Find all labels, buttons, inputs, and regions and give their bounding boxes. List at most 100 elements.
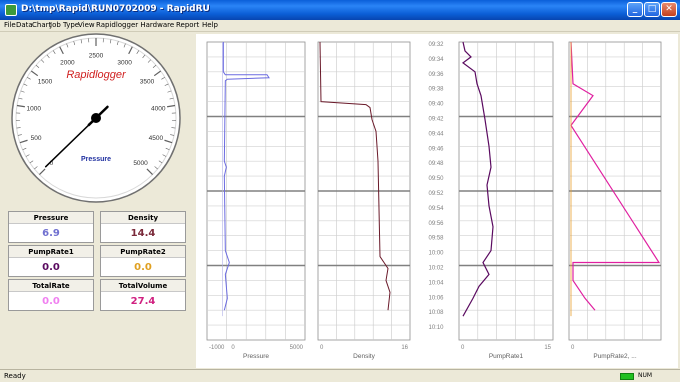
gauge-minor-tick	[109, 39, 112, 44]
gauge-minor-tick	[66, 43, 69, 48]
readout-value: 0.0	[134, 262, 152, 273]
gauge-minor-tick	[29, 160, 34, 164]
menu-data[interactable]: Data	[16, 21, 33, 29]
menu-help[interactable]: Help	[202, 21, 218, 29]
track-name-label: Density	[353, 353, 375, 360]
readout-pumprate1: PumpRate1 0.0	[8, 245, 94, 277]
track-max-label: 15	[544, 345, 551, 351]
readout-totalrate: TotalRate 0.0	[8, 279, 94, 311]
gauge-needle-tail	[44, 117, 97, 168]
gauge-minor-tick	[170, 134, 175, 136]
pumprate2-trace	[570, 41, 661, 311]
gauge-minor-tick	[52, 50, 56, 54]
time-axis-label: 09:48	[428, 161, 444, 167]
menu-chart[interactable]: Chart	[32, 21, 52, 29]
gauge-major-tick	[167, 104, 176, 108]
status-mode: NUM	[638, 372, 653, 379]
time-axis-label: 10:10	[428, 325, 444, 331]
gauge-minor-tick	[34, 166, 38, 170]
readout-label: TotalVolume	[101, 280, 185, 292]
gauge-minor-tick	[46, 54, 50, 59]
gauge-minor-tick	[162, 154, 167, 157]
status-indicator	[620, 373, 634, 380]
gauge-major-tick	[164, 139, 173, 144]
gauge-minor-tick	[152, 64, 157, 68]
readout-pressure: Pressure 6.9	[8, 211, 94, 243]
gauge-minor-tick	[154, 166, 158, 170]
gauge-brand: Rapidlogger	[66, 69, 127, 81]
track-zero-label: 0	[231, 345, 235, 351]
gauge-tick-label: 3500	[140, 78, 155, 85]
gauge-minor-tick	[123, 43, 126, 48]
gauge-minor-tick	[136, 50, 140, 54]
track-name-label: PumpRate2, ...	[593, 353, 637, 360]
gauge-minor-tick	[142, 54, 146, 59]
menu-rapidlogger-hardware[interactable]: Rapidlogger Hardware	[96, 21, 175, 29]
track-max-label: 16	[401, 345, 408, 351]
gauge-minor-tick	[73, 41, 76, 46]
minimize-button[interactable]: _	[627, 2, 643, 17]
status-bar: Ready NUM	[0, 369, 680, 382]
track-name-label: PumpRate1	[489, 353, 524, 360]
readout-label: PumpRate2	[101, 246, 185, 258]
gauge-minor-tick	[147, 59, 151, 63]
gauge-tick-label: 2500	[89, 53, 104, 60]
gauge-minor-tick	[17, 134, 22, 136]
gauge-tick-label: 4500	[149, 135, 164, 142]
readout-value: 0.0	[42, 296, 60, 307]
gauge-major-tick	[30, 70, 39, 77]
strip-chart-area[interactable]: -1000 0 5000 Pressure 0 16 Density 0 15 PumpRate1…	[196, 34, 678, 368]
time-axis-label: 09:40	[428, 102, 444, 108]
readout-value: 14.4	[130, 228, 156, 239]
gauge-minor-tick	[165, 147, 170, 151]
gauge-tick-label: 2000	[60, 59, 75, 66]
gauge-minor-tick	[20, 90, 25, 93]
readout-label: Density	[101, 212, 185, 224]
menu-job-type[interactable]: Job Type	[50, 21, 80, 29]
time-axis-label: 10:08	[428, 310, 444, 316]
readout-label: PumpRate1	[9, 246, 93, 258]
menu-report[interactable]: Report	[176, 21, 200, 29]
chart-track: -1000 0 5000 Pressure	[206, 41, 306, 360]
readout-value: 0.0	[42, 262, 60, 273]
gauge-minor-tick	[23, 83, 28, 86]
gauge-tick-label: 5000	[133, 160, 148, 167]
chart-track: 0 16 Density	[317, 41, 411, 360]
gauge-tick-label: 500	[31, 135, 42, 142]
gauge-major-tick	[19, 139, 28, 144]
readout-pumprate2: PumpRate2 0.0	[100, 245, 186, 277]
pressure-trace	[222, 42, 270, 311]
gauge-labels: 0 500 1000 1500 2000 2500 3000 3500 4000 4500 5000	[27, 53, 166, 168]
title-bar[interactable]: D:\tmp\Rapid\RUN0702009 - RapidRU _ □ ✕	[0, 0, 680, 20]
track-min-label: 0	[320, 345, 324, 351]
gauge-minor-tick	[22, 147, 27, 151]
close-button[interactable]: ✕	[661, 2, 677, 17]
gauge-tick-label: 0	[50, 160, 54, 167]
gauge-tick-label: 3000	[117, 59, 132, 66]
gauge-tick-label: 4000	[151, 106, 166, 113]
app-icon	[5, 4, 17, 16]
gauge-minor-tick	[35, 64, 40, 68]
menu-file[interactable]: File	[4, 21, 16, 29]
strip-chart: -1000 0 5000 Pressure 0 16 Density 0 15 PumpRate1…	[206, 41, 662, 360]
density-trace	[319, 41, 391, 311]
readout-totalvolume: TotalVolume 27.4	[100, 279, 186, 311]
gauge-hub	[91, 113, 101, 123]
track-min-label: 0	[571, 345, 575, 351]
track-name-label: Pressure	[243, 353, 269, 360]
gauge-minor-tick	[116, 41, 119, 46]
gauge-tick-label: 1500	[38, 78, 53, 85]
gauge-major-tick	[153, 70, 162, 77]
time-axis-label: 09:56	[428, 221, 444, 227]
menu-view[interactable]: View	[78, 21, 95, 29]
time-axis-label: 10:02	[428, 266, 444, 272]
maximize-button[interactable]: □	[644, 2, 660, 17]
gauge-tick-label: 1000	[27, 106, 42, 113]
time-axis-label: 09:42	[428, 117, 444, 123]
time-axis-label: 09:44	[428, 131, 444, 137]
time-axis-label: 09:34	[428, 57, 444, 63]
left-panel: 0 500 1000 1500 2000 2500 3000 3500 4000 4500 5000…	[4, 33, 194, 368]
gauge-minor-tick	[164, 83, 169, 86]
time-axis-label: 09:36	[428, 72, 444, 78]
